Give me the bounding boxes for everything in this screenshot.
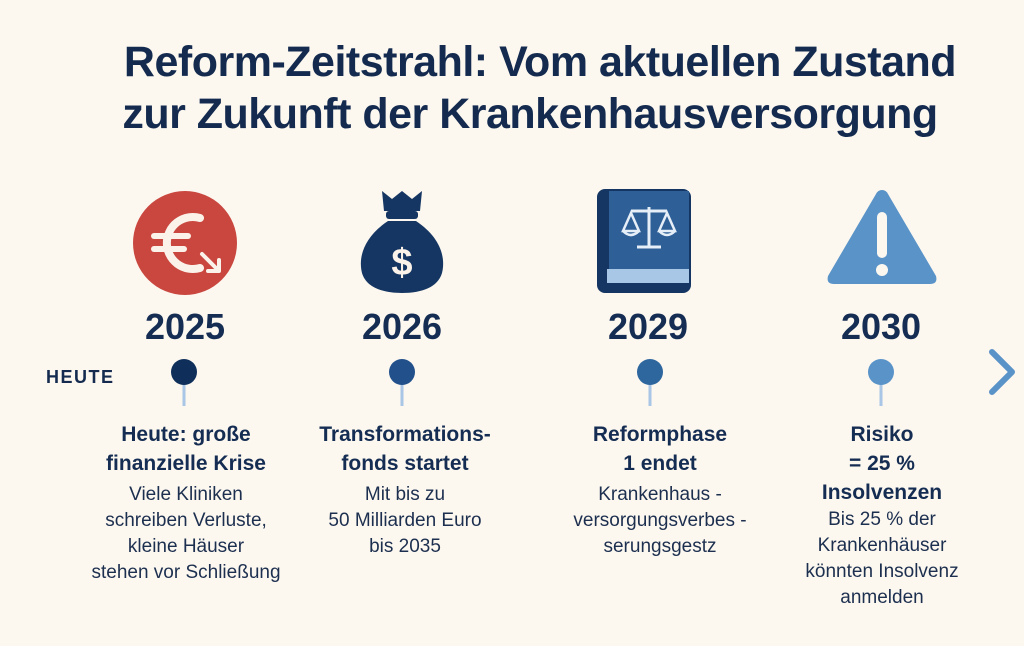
year-label: 2026 <box>361 306 443 347</box>
milestone-title: Risiko = 25 % Insolvenzen <box>821 423 943 504</box>
milestone-dot <box>868 359 894 385</box>
milestone-2030: Risiko = 25 % Insolvenzen Bis 25 % der K… <box>762 420 1002 611</box>
milestone-dot <box>637 359 663 385</box>
milestone-title: Transformations- fonds startet <box>319 423 491 475</box>
title-line-2: zur Zukunft der Krankenhausversorgung <box>122 90 938 138</box>
milestone-dot <box>171 359 197 385</box>
page-title: Reform-Zeitstrahl: Vom aktuellen Zustand… <box>0 36 1024 140</box>
milestone-dot <box>389 359 415 385</box>
warning-icon <box>827 190 937 284</box>
milestone-2029: Reformphase 1 endet Krankenhaus - versor… <box>540 420 780 560</box>
timeline-axis <box>171 349 1015 406</box>
year-label: 2030 <box>840 306 922 347</box>
milestone-2025: Heute: große finanzielle Krise Viele Kli… <box>66 420 306 586</box>
milestone-description: Mit bis zu 50 Milliarden Euro bis 2035 <box>328 484 482 557</box>
start-label: HEUTE <box>46 367 115 387</box>
milestone-description: Bis 25 % der Krankenhäuser könnten Insol… <box>805 509 959 608</box>
svg-text:$: $ <box>391 242 412 284</box>
year-label: 2029 <box>607 306 689 347</box>
milestone-title: Heute: große finanzielle Krise <box>106 423 266 475</box>
milestone-2026: Transformations- fonds startet Mit bis z… <box>285 420 525 560</box>
title-line-1: Reform-Zeitstrahl: Vom aktuellen Zustand <box>123 38 957 86</box>
year-label: 2025 <box>144 306 226 347</box>
law-book-icon <box>597 189 691 293</box>
money-bag-icon: $ <box>360 191 444 293</box>
euro-falling-icon <box>133 191 237 295</box>
milestone-description: Krankenhaus - versorgungsverbes - serung… <box>573 484 747 557</box>
milestone-description: Viele Kliniken schreiben Verluste, klein… <box>91 484 281 583</box>
milestone-title: Reformphase 1 endet <box>592 423 728 475</box>
